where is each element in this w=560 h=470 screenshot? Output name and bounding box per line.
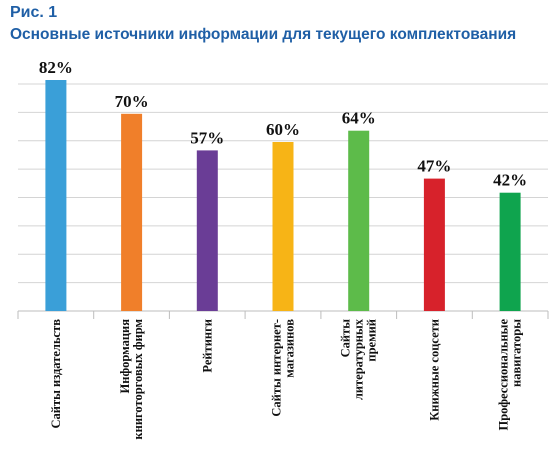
x-tick-label: Сайтылитературныхпремий bbox=[339, 318, 379, 400]
x-tick-label: Книжные соцсети bbox=[427, 319, 441, 421]
bar bbox=[272, 142, 294, 311]
x-tick-label: Профессиональныенавигаторы bbox=[497, 319, 524, 431]
figure-title: Основные источники информации для текуще… bbox=[10, 26, 517, 43]
figure-label: Рис. 1 bbox=[10, 4, 58, 21]
data-label: 60% bbox=[266, 120, 300, 139]
x-tick-label: Сайты интернет-магазинов bbox=[270, 319, 297, 417]
data-label: 64% bbox=[342, 109, 376, 128]
bar bbox=[499, 192, 521, 311]
bar bbox=[196, 150, 218, 311]
bar bbox=[45, 80, 67, 311]
bar bbox=[121, 113, 143, 311]
bar bbox=[423, 178, 445, 311]
data-label: 70% bbox=[115, 92, 149, 111]
x-tick-label: Информациякниготорговых фирм bbox=[118, 319, 145, 440]
data-label: 42% bbox=[493, 171, 527, 190]
data-label: 82% bbox=[39, 58, 73, 77]
data-label: 47% bbox=[417, 157, 451, 176]
x-tick-label: Сайты издательств bbox=[49, 319, 63, 429]
data-label: 57% bbox=[190, 128, 224, 147]
bar bbox=[348, 130, 370, 311]
x-tick-label: Рейтинги bbox=[200, 319, 214, 373]
